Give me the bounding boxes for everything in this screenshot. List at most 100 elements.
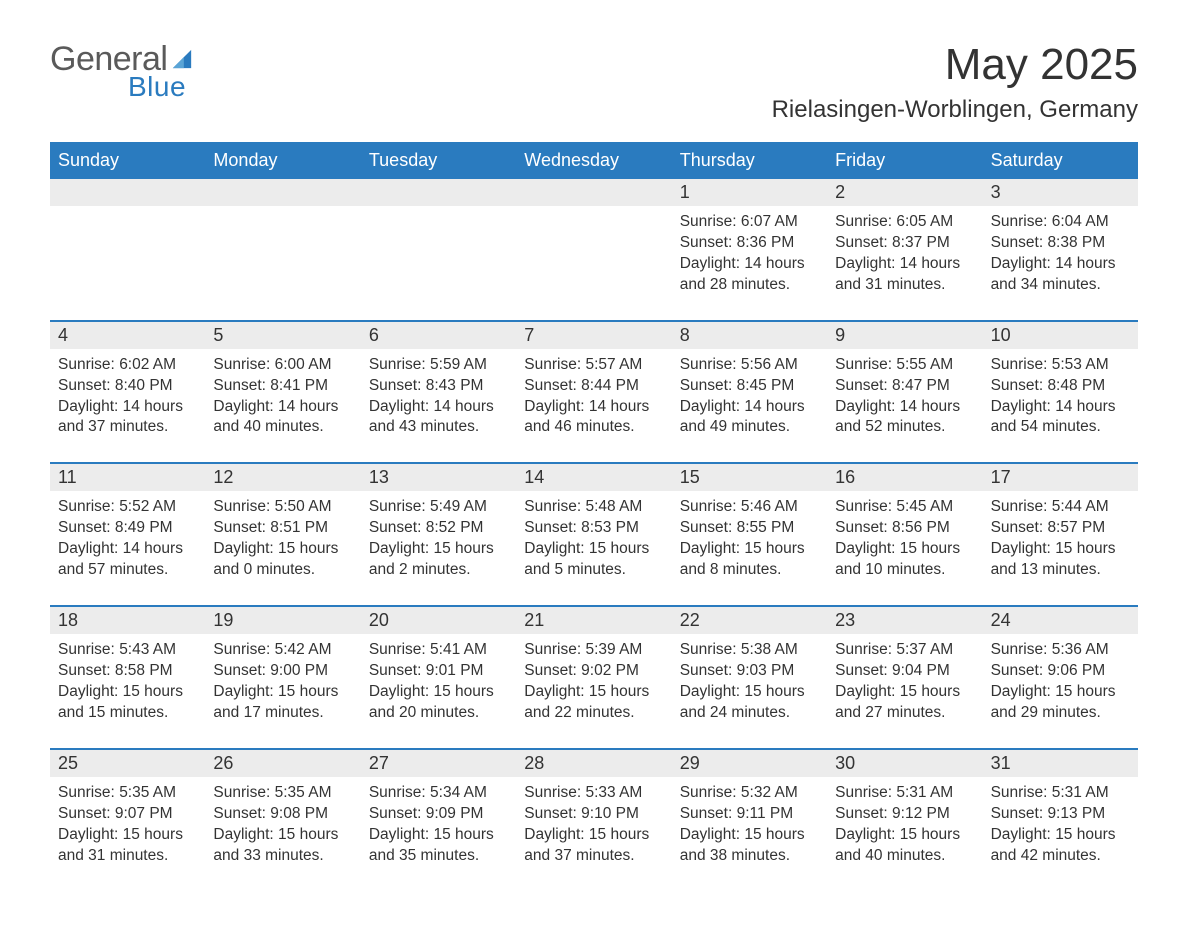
sunset-line: Sunset: 8:37 PM <box>835 233 974 254</box>
sunset-label: Sunset: <box>369 519 422 536</box>
day-detail: Sunrise: 5:33 AMSunset: 9:10 PMDaylight:… <box>516 777 671 891</box>
sunset-line: Sunset: 8:48 PM <box>991 376 1130 397</box>
day-detail: Sunrise: 5:31 AMSunset: 9:12 PMDaylight:… <box>827 777 982 891</box>
sunset-label: Sunset: <box>213 805 266 822</box>
sunrise-label: Sunrise: <box>213 498 270 515</box>
brand-triangle-icon <box>171 48 193 70</box>
sunset-value: 8:44 PM <box>581 377 639 394</box>
day-number: 31 <box>983 750 1138 777</box>
sunset-line: Sunset: 8:52 PM <box>369 518 508 539</box>
empty-day <box>361 179 516 206</box>
sunset-label: Sunset: <box>835 377 888 394</box>
sunset-value: 8:51 PM <box>270 519 328 536</box>
sunrise-value: 5:46 AM <box>741 498 798 515</box>
day-detail: Sunrise: 5:32 AMSunset: 9:11 PMDaylight:… <box>672 777 827 891</box>
daylight-label: Daylight: <box>524 826 584 843</box>
sunrise-line: Sunrise: 5:52 AM <box>58 497 197 518</box>
sunrise-line: Sunrise: 5:53 AM <box>991 355 1130 376</box>
daylight-label: Daylight: <box>680 255 740 272</box>
sunset-label: Sunset: <box>58 662 111 679</box>
day-detail: Sunrise: 5:35 AMSunset: 9:08 PMDaylight:… <box>205 777 360 891</box>
sunset-line: Sunset: 9:11 PM <box>680 804 819 825</box>
day-number: 20 <box>361 607 516 634</box>
day-detail: Sunrise: 5:49 AMSunset: 8:52 PMDaylight:… <box>361 491 516 605</box>
sunrise-line: Sunrise: 5:50 AM <box>213 497 352 518</box>
sunset-label: Sunset: <box>524 519 577 536</box>
daylight-label: Daylight: <box>369 540 429 557</box>
day-of-week-header: Saturday <box>983 142 1138 179</box>
sunrise-value: 5:36 AM <box>1052 641 1109 658</box>
daylight-label: Daylight: <box>58 826 118 843</box>
sunset-line: Sunset: 9:04 PM <box>835 661 974 682</box>
sunset-line: Sunset: 8:41 PM <box>213 376 352 397</box>
empty-day <box>50 179 205 206</box>
day-detail: Sunrise: 5:55 AMSunset: 8:47 PMDaylight:… <box>827 349 982 463</box>
sunrise-line: Sunrise: 6:07 AM <box>680 212 819 233</box>
sunset-value: 8:43 PM <box>426 377 484 394</box>
day-of-week-header: Thursday <box>672 142 827 179</box>
week-number-strip: 25262728293031 <box>50 748 1138 777</box>
daylight-line: Daylight: 15 hours and 15 minutes. <box>58 682 197 724</box>
sunrise-label: Sunrise: <box>991 213 1048 230</box>
day-number: 16 <box>827 464 982 491</box>
empty-day <box>516 179 671 206</box>
sunrise-line: Sunrise: 5:56 AM <box>680 355 819 376</box>
sunset-line: Sunset: 8:43 PM <box>369 376 508 397</box>
daylight-line: Daylight: 15 hours and 0 minutes. <box>213 539 352 581</box>
sunrise-line: Sunrise: 6:05 AM <box>835 212 974 233</box>
sunrise-label: Sunrise: <box>213 784 270 801</box>
daylight-line: Daylight: 14 hours and 49 minutes. <box>680 397 819 439</box>
sunrise-line: Sunrise: 5:59 AM <box>369 355 508 376</box>
month-title: May 2025 <box>772 40 1138 90</box>
daylight-label: Daylight: <box>213 826 273 843</box>
day-number: 14 <box>516 464 671 491</box>
day-of-week-header: Monday <box>205 142 360 179</box>
sunset-label: Sunset: <box>991 519 1044 536</box>
sunset-line: Sunset: 8:38 PM <box>991 233 1130 254</box>
sunrise-value: 5:39 AM <box>585 641 642 658</box>
daylight-line: Daylight: 15 hours and 33 minutes. <box>213 825 352 867</box>
sunrise-label: Sunrise: <box>835 356 892 373</box>
daylight-line: Daylight: 15 hours and 40 minutes. <box>835 825 974 867</box>
sunrise-line: Sunrise: 5:35 AM <box>213 783 352 804</box>
sunrise-line: Sunrise: 5:48 AM <box>524 497 663 518</box>
day-number: 13 <box>361 464 516 491</box>
day-number: 29 <box>672 750 827 777</box>
week-detail-row: Sunrise: 5:35 AMSunset: 9:07 PMDaylight:… <box>50 777 1138 891</box>
daylight-line: Daylight: 15 hours and 10 minutes. <box>835 539 974 581</box>
sunset-value: 8:52 PM <box>426 519 484 536</box>
day-number: 27 <box>361 750 516 777</box>
day-detail: Sunrise: 5:57 AMSunset: 8:44 PMDaylight:… <box>516 349 671 463</box>
sunset-value: 9:02 PM <box>581 662 639 679</box>
daylight-label: Daylight: <box>58 540 118 557</box>
sunset-label: Sunset: <box>835 234 888 251</box>
day-detail: Sunrise: 5:43 AMSunset: 8:58 PMDaylight:… <box>50 634 205 748</box>
sunset-label: Sunset: <box>58 805 111 822</box>
day-detail: Sunrise: 5:50 AMSunset: 8:51 PMDaylight:… <box>205 491 360 605</box>
sunrise-label: Sunrise: <box>58 356 115 373</box>
sunrise-label: Sunrise: <box>524 641 581 658</box>
sunrise-value: 5:31 AM <box>896 784 953 801</box>
sunrise-label: Sunrise: <box>369 641 426 658</box>
day-number: 7 <box>516 322 671 349</box>
sunrise-value: 6:07 AM <box>741 213 798 230</box>
sunrise-value: 5:45 AM <box>896 498 953 515</box>
sunset-line: Sunset: 8:55 PM <box>680 518 819 539</box>
sunset-value: 8:56 PM <box>892 519 950 536</box>
sunrise-label: Sunrise: <box>58 784 115 801</box>
sunrise-line: Sunrise: 6:02 AM <box>58 355 197 376</box>
sunrise-line: Sunrise: 5:41 AM <box>369 640 508 661</box>
daylight-line: Daylight: 14 hours and 52 minutes. <box>835 397 974 439</box>
sunrise-label: Sunrise: <box>991 498 1048 515</box>
day-number: 21 <box>516 607 671 634</box>
brand-logo: General Blue <box>50 40 193 103</box>
daylight-label: Daylight: <box>991 398 1051 415</box>
empty-day-detail <box>516 206 671 320</box>
sunset-line: Sunset: 9:09 PM <box>369 804 508 825</box>
sunset-label: Sunset: <box>835 662 888 679</box>
sunset-label: Sunset: <box>680 519 733 536</box>
day-detail: Sunrise: 5:52 AMSunset: 8:49 PMDaylight:… <box>50 491 205 605</box>
sunrise-label: Sunrise: <box>524 784 581 801</box>
week-number-strip: 11121314151617 <box>50 462 1138 491</box>
sunrise-label: Sunrise: <box>213 356 270 373</box>
